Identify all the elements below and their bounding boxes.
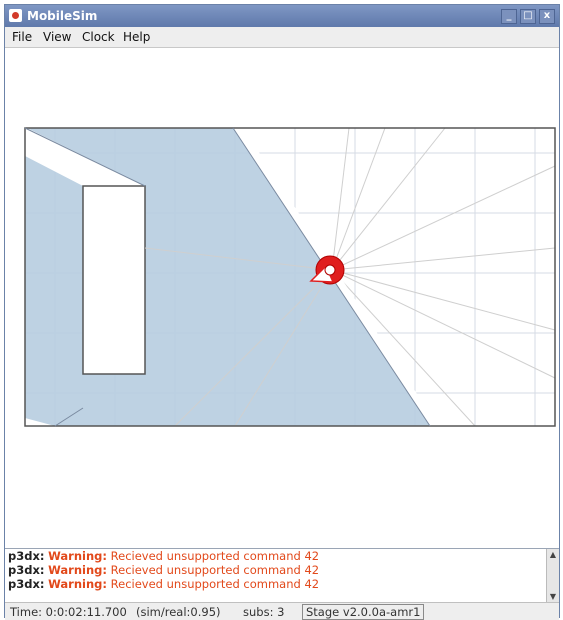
diagonal-wall-left <box>24 127 146 187</box>
sonar-rays <box>144 127 556 427</box>
minimize-button[interactable]: _ <box>501 9 517 24</box>
map-view[interactable] <box>5 48 559 548</box>
status-bar: Time: 0:0:02:11.700 (sim/real:0.95) subs… <box>5 602 559 620</box>
mobilesim-window: MobileSim _ □ x File View Clock Help <box>4 4 560 620</box>
window-controls: _ □ x <box>501 9 555 24</box>
log-panel: p3dx: Warning: Recieved unsupported comm… <box>5 548 559 603</box>
subs-count: subs: 3 <box>243 605 285 619</box>
app-icon <box>9 9 22 22</box>
scroll-down-icon[interactable]: ▼ <box>549 592 557 601</box>
close-button[interactable]: x <box>539 9 555 24</box>
window-title: MobileSim <box>27 9 98 23</box>
stage-version: Stage v2.0.0a-amr1 <box>302 604 425 620</box>
simulation-canvas[interactable] <box>5 48 559 548</box>
obstacle-block <box>82 185 146 375</box>
title-bar[interactable]: MobileSim _ □ x <box>5 5 559 27</box>
log-line: p3dx: Warning: Recieved unsupported comm… <box>8 577 320 591</box>
menu-help[interactable]: Help <box>123 30 151 44</box>
menu-file[interactable]: File <box>12 30 33 44</box>
menu-clock[interactable]: Clock <box>82 30 115 44</box>
maximize-button[interactable]: □ <box>520 9 536 24</box>
menu-view[interactable]: View <box>43 30 72 44</box>
bottom-left-wall <box>54 407 84 427</box>
scroll-up-icon[interactable]: ▲ <box>549 550 557 559</box>
log-scrollbar[interactable]: ▲ ▼ <box>546 549 559 603</box>
log-line: p3dx: Warning: Recieved unsupported comm… <box>8 563 320 577</box>
log-line: p3dx: Warning: Recieved unsupported comm… <box>8 549 320 563</box>
map-border <box>24 127 556 427</box>
robot-icon[interactable] <box>309 255 345 285</box>
sim-real-ratio: (sim/real:0.95) <box>136 605 221 619</box>
unscanned-bottom-left <box>25 418 55 426</box>
sim-time: Time: 0:0:02:11.700 <box>10 605 127 619</box>
menu-bar: File View Clock Help <box>5 27 559 48</box>
